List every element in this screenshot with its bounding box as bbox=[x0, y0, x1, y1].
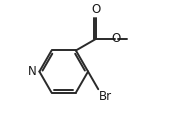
Text: Br: Br bbox=[99, 90, 112, 103]
Text: N: N bbox=[28, 65, 36, 78]
Text: O: O bbox=[112, 32, 121, 46]
Text: O: O bbox=[91, 3, 100, 16]
